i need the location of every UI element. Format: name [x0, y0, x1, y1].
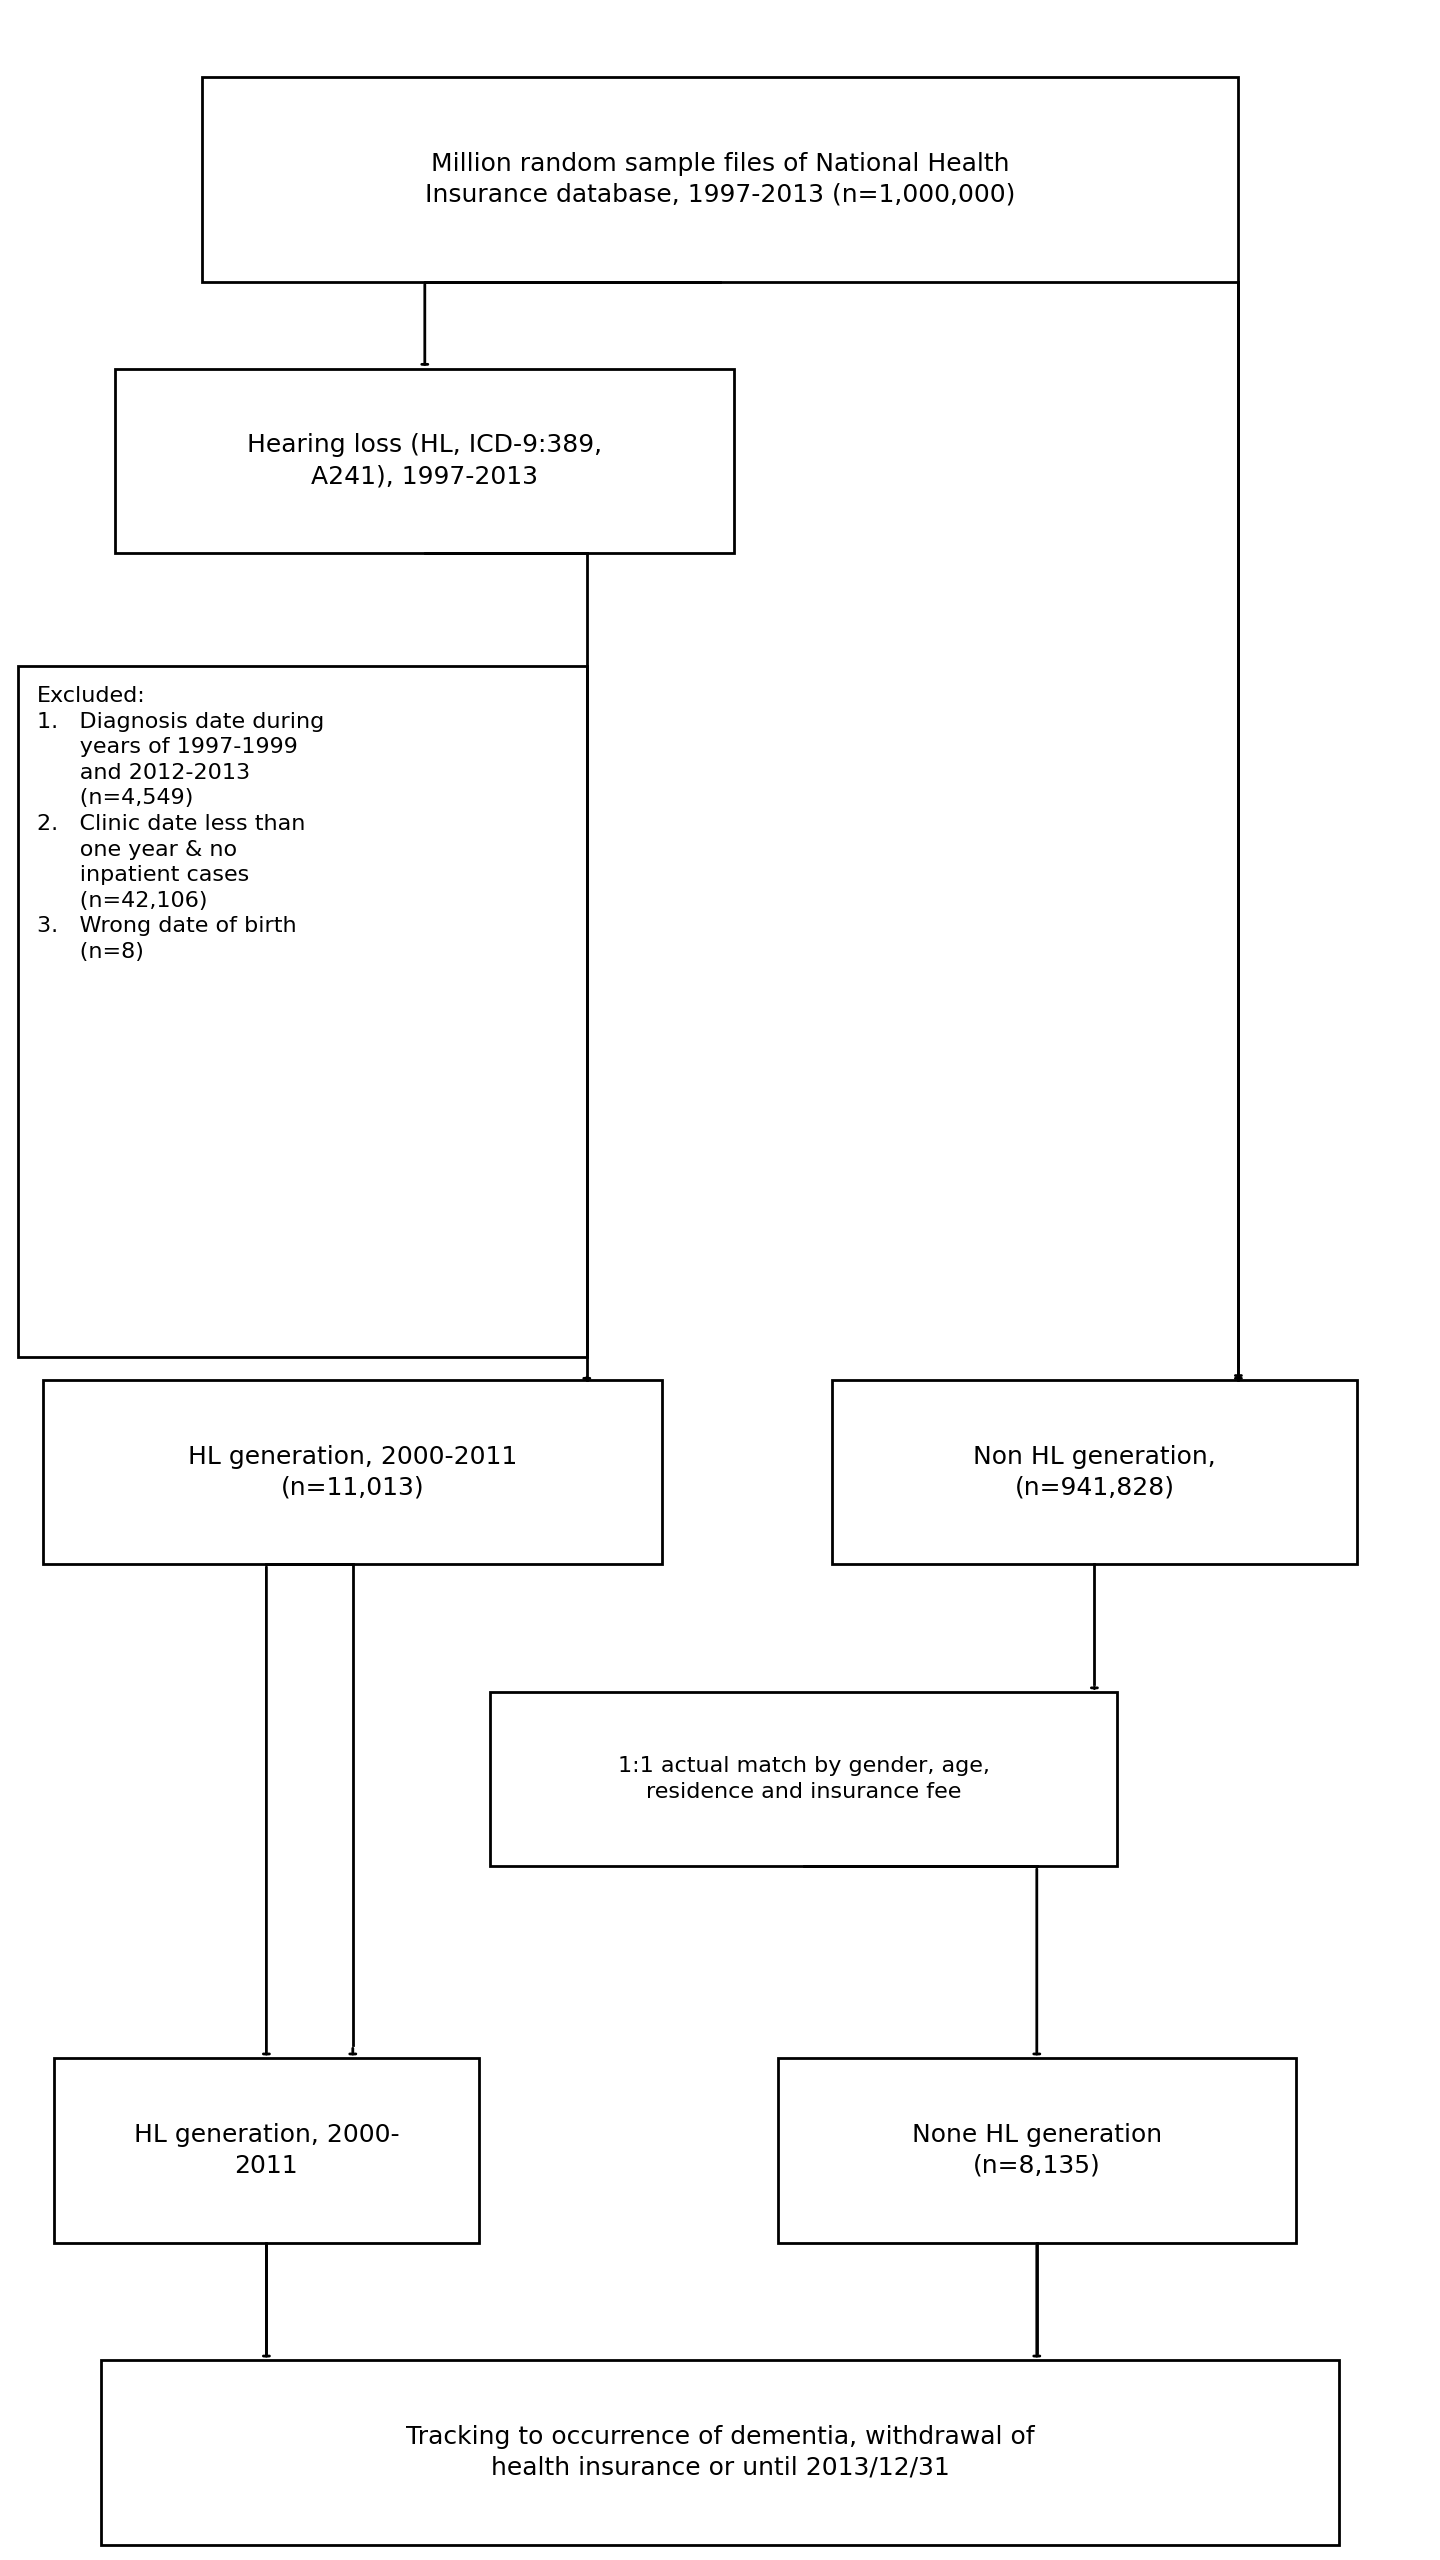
- Bar: [43, 1380, 662, 1564]
- Text: None HL generation
(n=8,135): None HL generation (n=8,135): [912, 2122, 1162, 2179]
- Bar: [202, 77, 1238, 282]
- Text: HL generation, 2000-
2011: HL generation, 2000- 2011: [134, 2122, 399, 2179]
- Bar: [115, 369, 734, 553]
- Bar: [101, 2360, 1339, 2545]
- Text: 1:1 actual match by gender, age,
residence and insurance fee: 1:1 actual match by gender, age, residen…: [618, 1756, 989, 1802]
- Bar: [17, 666, 588, 1357]
- Bar: [832, 1380, 1358, 1564]
- Text: Excluded:
1.   Diagnosis date during
      years of 1997-1999
      and 2012-201: Excluded: 1. Diagnosis date during years…: [36, 686, 324, 963]
- Text: Million random sample files of National Health
Insurance database, 1997-2013 (n=: Million random sample files of National …: [425, 151, 1015, 207]
- Bar: [55, 2058, 480, 2243]
- Text: Tracking to occurrence of dementia, withdrawal of
health insurance or until 2013: Tracking to occurrence of dementia, with…: [406, 2424, 1034, 2481]
- Text: HL generation, 2000-2011
(n=11,013): HL generation, 2000-2011 (n=11,013): [189, 1444, 517, 1500]
- Bar: [778, 2058, 1296, 2243]
- Text: Non HL generation,
(n=941,828): Non HL generation, (n=941,828): [973, 1444, 1215, 1500]
- Text: Hearing loss (HL, ICD-9:389,
A241), 1997-2013: Hearing loss (HL, ICD-9:389, A241), 1997…: [248, 433, 602, 489]
- Bar: [490, 1692, 1117, 1866]
